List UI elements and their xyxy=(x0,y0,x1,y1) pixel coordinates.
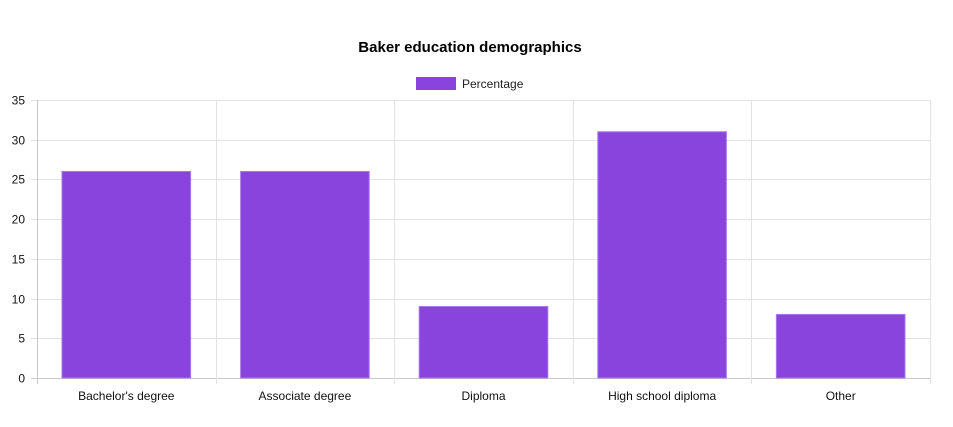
bar[interactable] xyxy=(418,306,549,379)
x-tick-label: Diploma xyxy=(461,389,505,403)
x-axis: Bachelor's degree Associate degree Diploma… xyxy=(78,389,856,403)
y-tick-label: 15 xyxy=(12,253,26,267)
bar[interactable] xyxy=(61,170,192,379)
bar[interactable] xyxy=(240,170,370,379)
bars xyxy=(61,131,906,379)
legend-label: Percentage xyxy=(462,77,524,91)
legend[interactable]: Percentage xyxy=(416,77,524,91)
chart-title: Baker education demographics xyxy=(358,39,581,56)
bar[interactable] xyxy=(775,313,906,379)
y-tick-label: 30 xyxy=(12,134,26,148)
x-tick-label: High school diploma xyxy=(608,389,716,403)
y-tick-label: 0 xyxy=(18,372,25,386)
y-tick-label: 35 xyxy=(12,94,26,108)
y-axis: 0 5 10 15 20 25 30 35 xyxy=(12,94,26,386)
x-tick-label: Associate degree xyxy=(259,389,352,403)
legend-swatch xyxy=(416,77,456,90)
x-tick-label: Bachelor's degree xyxy=(78,389,175,403)
y-tick-label: 20 xyxy=(12,213,26,227)
y-tick-label: 10 xyxy=(12,293,26,307)
y-tick-label: 25 xyxy=(12,173,26,187)
x-tick-label: Other xyxy=(826,389,856,403)
y-tick-label: 5 xyxy=(18,332,25,346)
bar[interactable] xyxy=(597,131,727,379)
